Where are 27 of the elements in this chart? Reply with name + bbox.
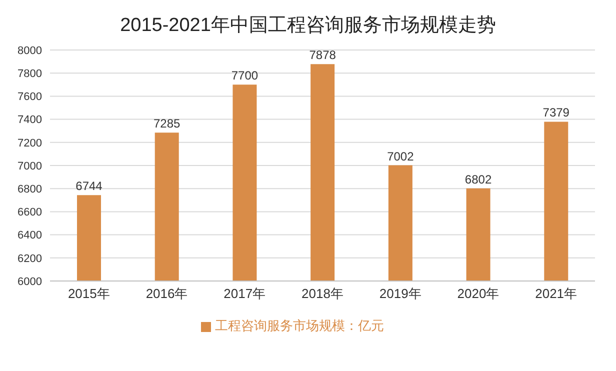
x-tick-label: 2015年 xyxy=(68,286,110,302)
chart-title: 2015-2021年中国工程咨询服务市场规模走势 xyxy=(119,14,497,38)
y-tick-label: 6200 xyxy=(18,252,42,265)
data-label: 6802 xyxy=(464,172,492,186)
data-label: 7002 xyxy=(387,149,414,164)
y-tick-label: 7800 xyxy=(18,68,42,80)
y-tick-label: 8000 xyxy=(18,44,42,57)
x-tick-label: 2017年 xyxy=(224,286,266,302)
y-tick-label: 7400 xyxy=(18,114,42,126)
x-tick-label: 2021年 xyxy=(535,286,578,302)
y-tick-label: 6400 xyxy=(18,230,42,242)
legend-label: 工程咨询服务市场规模：亿元 xyxy=(215,318,384,333)
x-tick-label: 2018年 xyxy=(302,286,344,302)
y-tick-label: 7000 xyxy=(18,160,42,172)
data-label: 7700 xyxy=(231,68,258,83)
y-tick-label: 6800 xyxy=(18,184,42,196)
y-tick-label: 6000 xyxy=(18,276,42,288)
data-label: 7379 xyxy=(542,106,570,120)
data-label: 7878 xyxy=(309,48,336,62)
data-label: 7285 xyxy=(154,116,181,131)
y-tick-label: 6600 xyxy=(18,206,42,219)
x-tick-label: 2020年 xyxy=(457,286,500,302)
data-label: 6744 xyxy=(76,179,103,194)
x-tick-label: 2019年 xyxy=(379,286,422,302)
x-tick-label: 2016年 xyxy=(146,286,188,302)
y-tick-label: 7600 xyxy=(18,91,42,104)
y-tick-label: 7200 xyxy=(18,137,42,150)
